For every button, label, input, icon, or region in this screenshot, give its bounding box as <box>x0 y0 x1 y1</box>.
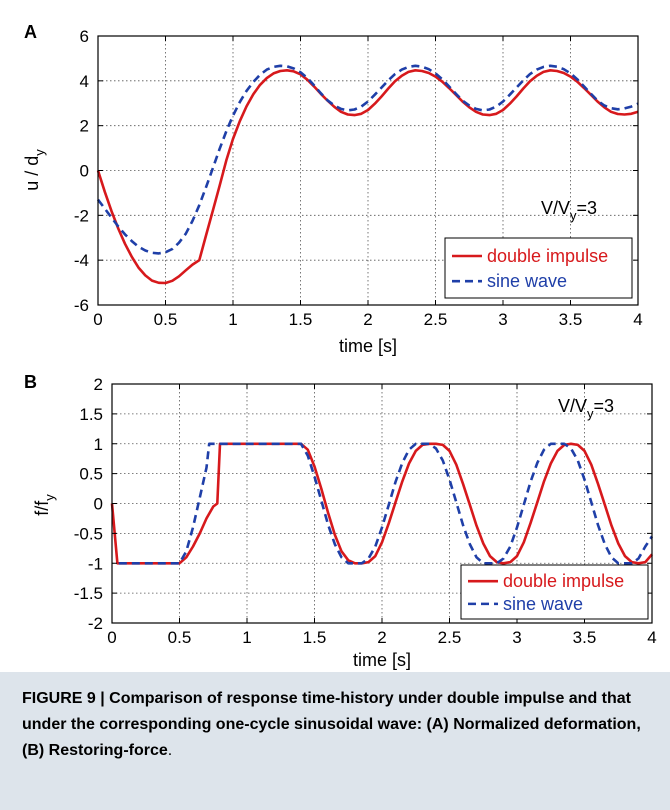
annotation-a: V/Vy=3 <box>541 198 597 223</box>
x-tick-label-a: 2.5 <box>424 310 448 329</box>
x-tick-label-b: 1.5 <box>303 628 327 647</box>
x-tick-label-a: 2 <box>363 310 372 329</box>
legend-label-double-impulse-a: double impulse <box>487 246 608 266</box>
panel-letter-a: A <box>24 22 37 42</box>
x-tick-label-b: 2 <box>377 628 386 647</box>
y-tick-label-b: 1.5 <box>79 405 103 424</box>
y-tick-label-b: -1 <box>88 554 103 573</box>
y-axis-label-b: f/fy <box>32 494 57 516</box>
legend-box-a <box>444 237 633 299</box>
legend-label-sine-wave-a: sine wave <box>487 271 567 291</box>
x-tick-label-b: 2.5 <box>438 628 462 647</box>
x-tick-label-b: 3 <box>512 628 521 647</box>
y-axis-label-a: u / dy <box>22 149 47 191</box>
x-axis-label-b: time [s] <box>353 650 411 670</box>
y-tick-label-b: 0.5 <box>79 465 103 484</box>
y-tick-label-b: 0 <box>94 495 103 514</box>
y-axis-label-main-a: u / d <box>22 156 42 191</box>
legend-label-sine-wave-b: sine wave <box>503 594 583 614</box>
legend-box-b <box>460 564 649 620</box>
y-tick-label-a: 4 <box>80 72 89 91</box>
x-tick-label-b: 3.5 <box>573 628 597 647</box>
x-tick-label-b: 0.5 <box>168 628 192 647</box>
y-axis-label-sub-a: y <box>32 149 47 156</box>
y-tick-label-b: -2 <box>88 614 103 633</box>
annotation-sub-a: y <box>570 208 577 223</box>
caption-box: FIGURE 9 | Comparison of response time-h… <box>0 672 670 810</box>
figure: 0 0.5 1 1.5 2 2.5 3 3.5 4 -6 -4 -2 0 2 4 6 time [s] u / d… <box>22 22 657 670</box>
annotation-b: V/Vy=3 <box>558 396 614 421</box>
panel-letter-b: B <box>24 372 37 392</box>
caption-end: . <box>167 742 173 759</box>
x-tick-label-b: 4 <box>647 628 656 647</box>
caption-text: Comparison of response time-history unde… <box>22 690 641 759</box>
legend-label-double-impulse-b: double impulse <box>503 571 624 591</box>
annotation-main-b: V/V <box>558 396 587 416</box>
y-tick-label-a: -2 <box>74 206 89 225</box>
y-tick-label-a: 6 <box>80 27 89 46</box>
x-tick-label-a: 1.5 <box>289 310 313 329</box>
y-tick-label-a: -4 <box>74 251 89 270</box>
y-axis-label-main-b: f/f <box>32 500 52 516</box>
annotation-main-a: V/V <box>541 198 570 218</box>
x-tick-label-a: 0 <box>93 310 102 329</box>
series-line-sine-wave-a <box>96 64 639 255</box>
annotation-sub-b: y <box>587 406 594 421</box>
x-tick-label-a: 3.5 <box>559 310 583 329</box>
x-tick-label-b: 1 <box>242 628 251 647</box>
y-tick-label-b: -1.5 <box>74 584 103 603</box>
x-tick-label-a: 4 <box>633 310 642 329</box>
x-axis-label-a: time [s] <box>339 336 397 356</box>
figure-caption: FIGURE 9 | Comparison of response time-h… <box>22 686 652 764</box>
x-tick-label-a: 0.5 <box>154 310 178 329</box>
x-tick-label-a: 1 <box>228 310 237 329</box>
series-line-sine-wave-b <box>118 442 654 565</box>
y-tick-label-a: 2 <box>80 117 89 136</box>
y-tick-label-b: -0.5 <box>74 524 103 543</box>
caption-label: FIGURE 9 | <box>22 690 105 707</box>
y-tick-label-b: 1 <box>94 435 103 454</box>
x-tick-label-b: 0 <box>107 628 116 647</box>
y-tick-label-a: 0 <box>80 162 89 181</box>
annotation-tail-a: =3 <box>577 198 598 218</box>
annotation-tail-b: =3 <box>594 396 615 416</box>
y-tick-label-b: 2 <box>94 375 103 394</box>
series-line-double-impulse-a <box>96 69 639 285</box>
x-tick-label-a: 3 <box>498 310 507 329</box>
y-axis-label-sub-b: y <box>42 494 57 501</box>
y-tick-label-a: -6 <box>74 296 89 315</box>
